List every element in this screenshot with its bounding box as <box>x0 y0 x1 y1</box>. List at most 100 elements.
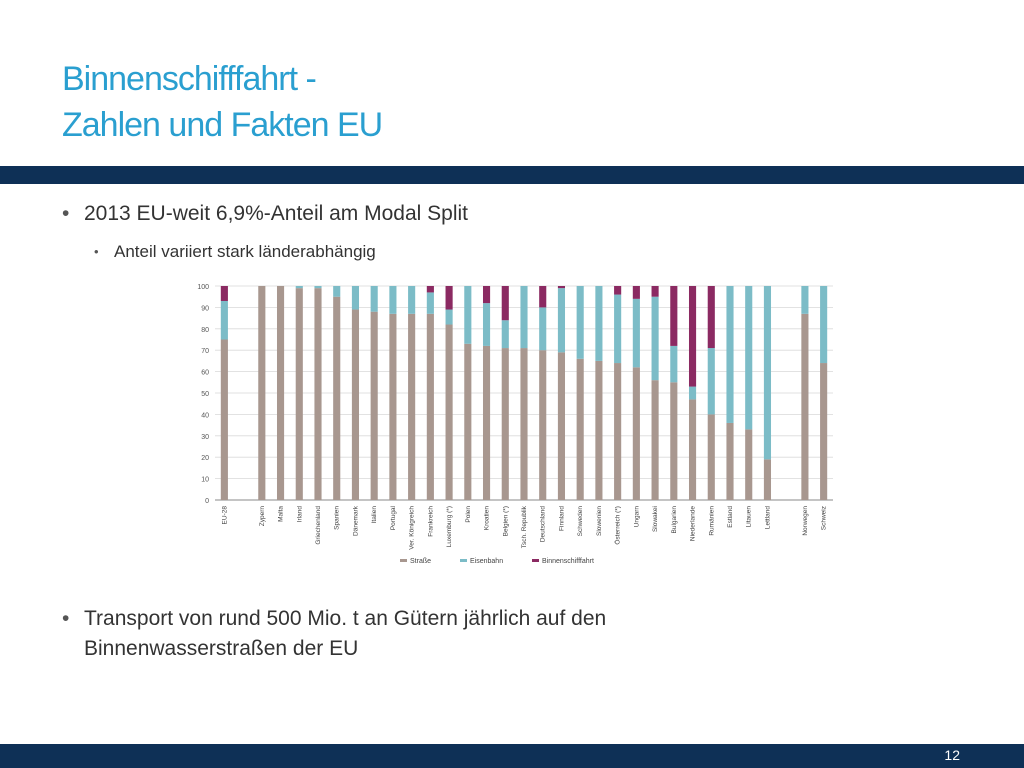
bar-strasse <box>408 313 416 500</box>
bullet-dot-icon: • <box>62 202 70 225</box>
bar-eisenbahn <box>445 309 453 325</box>
bar-eisenbahn <box>801 286 809 314</box>
x-tick-label: Slowenien <box>596 506 603 536</box>
bar-strasse <box>576 358 584 500</box>
bar-strasse <box>370 311 378 500</box>
bar-strasse <box>445 324 453 500</box>
legend-swatch <box>400 559 407 562</box>
sub-bullet-country-variation: • Anteil variiert stark länderabhängig <box>94 240 376 264</box>
x-tick-label: Belgien (*) <box>502 506 509 536</box>
title-line-2: Zahlen und Fakten EU <box>62 106 383 144</box>
bar-eisenbahn <box>595 286 603 361</box>
x-tick-label: Schweden <box>577 506 584 537</box>
bar-strasse <box>258 286 266 500</box>
bar-strasse <box>520 348 528 500</box>
bar-eisenbahn <box>726 286 734 423</box>
bar-binnenschifffahrt <box>651 286 659 297</box>
bar-eisenbahn <box>314 286 322 289</box>
x-tick-label: Ungarn <box>633 506 640 528</box>
bar-strasse <box>707 414 715 500</box>
bullet-text: 2013 EU-weit 6,9%-Anteil am Modal Split <box>84 202 469 225</box>
x-tick-label: Kroatien <box>484 506 491 531</box>
legend-label: Eisenbahn <box>470 558 503 565</box>
y-tick-label: 40 <box>201 412 209 419</box>
slide-title: Binnenschifffahrt - Zahlen und Fakten EU <box>62 56 383 148</box>
bar-strasse <box>726 422 734 500</box>
x-tick-label: Österreich (*) <box>614 506 622 545</box>
bar-strasse <box>614 363 622 500</box>
bar-binnenschifffahrt <box>707 286 715 349</box>
bar-strasse <box>276 286 285 500</box>
bar-binnenschifffahrt <box>632 286 640 299</box>
x-tick-label: Deutschland <box>540 506 547 543</box>
header-divider-bar <box>0 166 1024 184</box>
bar-eisenbahn <box>539 307 547 351</box>
bar-strasse <box>632 367 640 500</box>
x-tick-label: Schweiz <box>821 506 828 530</box>
x-tick-label: Lettland <box>764 506 771 530</box>
x-tick-label: Portugal <box>390 505 397 530</box>
bar-strasse <box>220 339 228 500</box>
y-tick-label: 100 <box>197 284 209 291</box>
x-tick-label: Dänemark <box>352 505 359 536</box>
sub-bullet-text: Anteil variiert stark länderabhängig <box>114 242 376 261</box>
bar-binnenschifffahrt <box>482 286 491 304</box>
bar-strasse <box>464 343 472 500</box>
bullet-text: Transport von rund 500 Mio. t an Gütern … <box>84 607 607 660</box>
x-tick-label: Polen <box>465 506 472 523</box>
y-tick-label: 80 <box>201 327 209 334</box>
bar-strasse <box>539 350 547 500</box>
x-tick-label: Norwegen <box>802 506 809 536</box>
x-tick-label: Luxemburg (*) <box>446 506 453 547</box>
bar-strasse <box>482 345 491 500</box>
y-tick-label: 90 <box>201 305 209 312</box>
bar-eisenbahn <box>707 348 715 415</box>
bar-eisenbahn <box>464 286 472 344</box>
bar-strasse <box>688 399 697 500</box>
x-tick-label: Tsch. Republik <box>521 505 528 548</box>
bar-binnenschifffahrt <box>539 286 547 308</box>
modal-split-chart: 0 10 20 30 40 50 60 70 80 90 100 EU-28 Zypern Malta Ir… <box>197 284 833 565</box>
x-tick-label: Rumänien <box>708 506 715 536</box>
bar-strasse <box>595 360 603 500</box>
bar-eisenbahn <box>745 286 753 430</box>
x-tick-label: Frankreich <box>427 506 434 537</box>
bar-eisenbahn <box>408 286 416 314</box>
bar-eisenbahn <box>576 286 584 359</box>
bullet-dot-icon: • <box>62 607 70 630</box>
legend-swatch <box>460 559 467 562</box>
x-tick-label: Griechenland <box>315 506 322 545</box>
bar-strasse <box>314 288 322 500</box>
bar-strasse <box>670 382 678 500</box>
x-tick-label: Malta <box>278 506 285 522</box>
legend-label: Binnenschifffahrt <box>542 558 594 565</box>
y-tick-label: 60 <box>201 370 209 377</box>
legend-swatch <box>532 559 539 562</box>
bar-eisenbahn <box>763 286 772 460</box>
bar-eisenbahn <box>651 296 659 381</box>
x-tick-label: Ver. Königreich <box>409 506 416 550</box>
bar-binnenschifffahrt <box>557 286 566 289</box>
x-tick-label: Irland <box>296 506 303 523</box>
page-number: 12 <box>944 747 960 763</box>
bar-strasse <box>651 380 659 500</box>
bar-eisenbahn <box>520 286 528 349</box>
bar-binnenschifffahrt <box>445 286 453 310</box>
x-tick-label: Litauen <box>746 506 753 528</box>
bullet-dot-icon: • <box>94 244 99 259</box>
bar-strasse <box>426 313 434 500</box>
y-tick-label: 0 <box>205 498 209 505</box>
x-tick-label: Slowakei <box>652 506 659 532</box>
bar-eisenbahn <box>370 286 378 312</box>
y-tick-label: 30 <box>201 434 209 441</box>
bar-binnenschifffahrt <box>670 286 678 346</box>
title-line-1: Binnenschifffahrt - <box>62 60 317 98</box>
x-tick-label: Spanien <box>334 506 341 530</box>
bar-eisenbahn <box>688 386 697 400</box>
bar-eisenbahn <box>426 292 434 314</box>
bar-binnenschifffahrt <box>426 286 434 293</box>
x-tick-label: Bulgarien <box>671 506 678 534</box>
bar-binnenschifffahrt <box>501 286 509 321</box>
y-tick-label: 10 <box>201 477 209 484</box>
bullet-transport-volume: • Transport von rund 500 Mio. t an Güter… <box>62 604 784 664</box>
